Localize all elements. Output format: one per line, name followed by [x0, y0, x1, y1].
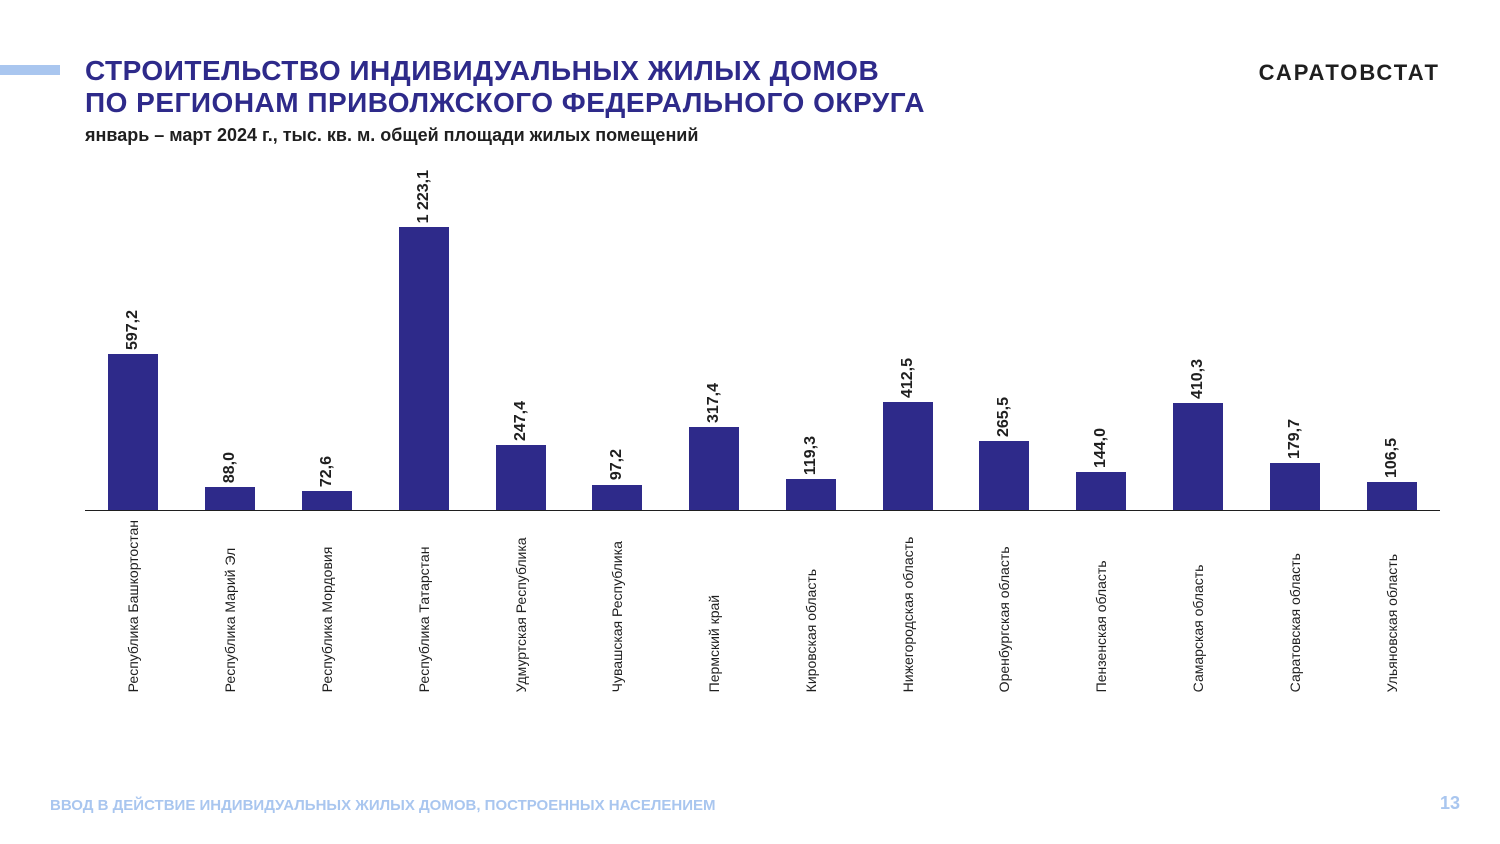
bar-chart: 597,2 88,0 72,6 1 223,1 247,4 97,2 317,4 119,3 4…: [85, 170, 1440, 744]
bar-slot: 597,2: [85, 170, 182, 510]
x-axis-label: Республика Марий Эл: [222, 520, 238, 692]
bar-rect: [108, 354, 158, 510]
accent-bar: [0, 65, 60, 75]
bar-value-label: 106,5: [1383, 438, 1401, 478]
bar-value-label: 247,4: [512, 401, 530, 441]
page-subtitle: январь – март 2024 г., тыс. кв. м. общей…: [85, 125, 1200, 146]
bar-value-label: 119,3: [802, 436, 820, 475]
bar-slot: 410,3: [1150, 170, 1247, 510]
bar-rect: [205, 487, 255, 510]
x-axis-label: Чувашская Республика: [609, 520, 625, 692]
x-axis-label: Республика Башкортостан: [125, 520, 141, 692]
brand-label: САРАТОВСТАТ: [1259, 60, 1440, 86]
x-label-slot: Пензенская область: [1053, 520, 1150, 692]
x-label-slot: Кировская область: [762, 520, 859, 692]
bar-value-label: 1 223,1: [415, 170, 433, 223]
x-label-slot: Республика Башкортостан: [85, 520, 182, 692]
bar-value-label: 97,2: [608, 449, 626, 480]
x-label-slot: Саратовская область: [1246, 520, 1343, 692]
x-axis-label: Саратовская область: [1287, 520, 1303, 692]
bar-slot: 247,4: [472, 170, 569, 510]
x-label-slot: Республика Татарстан: [375, 520, 472, 692]
bar-slot: 106,5: [1343, 170, 1440, 510]
x-axis-label: Ульяновская область: [1384, 520, 1400, 692]
bar-slot: 119,3: [762, 170, 859, 510]
bar-value-label: 72,6: [318, 456, 336, 487]
bar-slot: 412,5: [859, 170, 956, 510]
bar-value-label: 88,0: [221, 452, 239, 483]
page-title-line1: СТРОИТЕЛЬСТВО ИНДИВИДУАЛЬНЫХ ЖИЛЫХ ДОМОВ: [85, 55, 1200, 87]
bar-rect: [979, 441, 1029, 510]
bar-value-label: 597,2: [124, 310, 142, 350]
x-axis-label: Пермский край: [706, 520, 722, 692]
x-label-slot: Ульяновская область: [1343, 520, 1440, 692]
x-label-slot: Оренбургская область: [956, 520, 1053, 692]
x-label-slot: Республика Мордовия: [279, 520, 376, 692]
x-axis-label: Пензенская область: [1093, 520, 1109, 692]
bar-value-label: 144,0: [1092, 428, 1110, 468]
x-label-slot: Республика Марий Эл: [182, 520, 279, 692]
bars-container: 597,2 88,0 72,6 1 223,1 247,4 97,2 317,4 119,3 4…: [85, 170, 1440, 510]
bar-rect: [302, 491, 352, 510]
bar-rect: [689, 427, 739, 510]
bar-slot: 97,2: [569, 170, 666, 510]
x-axis-label: Удмуртская Республика: [513, 520, 529, 692]
x-axis-label: Оренбургская область: [996, 520, 1012, 692]
page-title-line2: ПО РЕГИОНАМ ПРИВОЛЖСКОГО ФЕДЕРАЛЬНОГО ОК…: [85, 87, 1200, 119]
x-label-slot: Чувашская Республика: [569, 520, 666, 692]
x-label-slot: Самарская область: [1150, 520, 1247, 692]
slide: СТРОИТЕЛЬСТВО ИНДИВИДУАЛЬНЫХ ЖИЛЫХ ДОМОВ…: [0, 0, 1500, 844]
bar-rect: [1173, 403, 1223, 510]
bar-rect: [786, 479, 836, 510]
bar-slot: 265,5: [956, 170, 1053, 510]
bar-rect: [496, 445, 546, 510]
x-label-slot: Нижегородская область: [859, 520, 956, 692]
x-label-slot: Удмуртская Республика: [472, 520, 569, 692]
bar-value-label: 179,7: [1286, 419, 1304, 459]
x-label-slot: Пермский край: [666, 520, 763, 692]
bar-rect: [1270, 463, 1320, 510]
bar-rect: [1076, 472, 1126, 510]
bar-slot: 1 223,1: [375, 170, 472, 510]
x-axis-label: Республика Татарстан: [416, 520, 432, 692]
bar-value-label: 412,5: [899, 358, 917, 398]
bar-rect: [883, 402, 933, 510]
bar-slot: 88,0: [182, 170, 279, 510]
x-axis-label: Нижегородская область: [900, 520, 916, 692]
bar-rect: [1367, 482, 1417, 510]
bar-rect: [399, 227, 449, 510]
bar-slot: 317,4: [666, 170, 763, 510]
bar-slot: 72,6: [279, 170, 376, 510]
bar-rect: [592, 485, 642, 510]
bar-slot: 144,0: [1053, 170, 1150, 510]
x-axis-line: [85, 510, 1440, 511]
x-axis-label: Республика Мордовия: [319, 520, 335, 692]
title-block: СТРОИТЕЛЬСТВО ИНДИВИДУАЛЬНЫХ ЖИЛЫХ ДОМОВ…: [85, 55, 1200, 146]
bar-value-label: 317,4: [705, 383, 723, 423]
x-labels-container: Республика Башкортостан Республика Марий …: [85, 520, 1440, 692]
bar-value-label: 265,5: [995, 397, 1013, 437]
bar-value-label: 410,3: [1189, 359, 1207, 399]
x-axis-label: Самарская область: [1190, 520, 1206, 692]
page-number: 13: [1440, 793, 1460, 814]
x-axis-label: Кировская область: [803, 520, 819, 692]
footer-text: ВВОД В ДЕЙСТВИЕ ИНДИВИДУАЛЬНЫХ ЖИЛЫХ ДОМ…: [50, 797, 716, 814]
bar-slot: 179,7: [1246, 170, 1343, 510]
